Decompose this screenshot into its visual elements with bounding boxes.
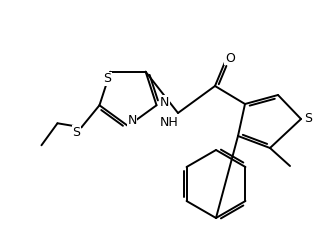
Text: NH: NH (160, 116, 178, 128)
Text: N: N (160, 96, 169, 109)
Text: N: N (127, 114, 137, 128)
Text: O: O (225, 51, 235, 65)
Text: S: S (72, 126, 80, 139)
Text: S: S (304, 113, 312, 125)
Text: S: S (103, 72, 112, 85)
